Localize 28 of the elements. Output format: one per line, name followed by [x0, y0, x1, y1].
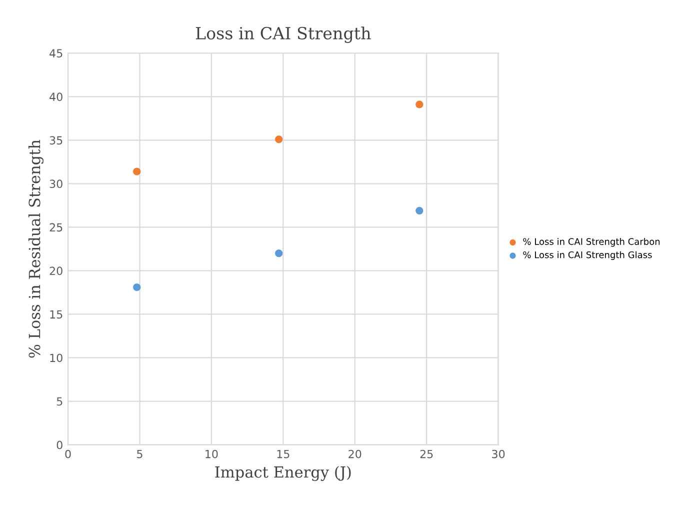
y-axis-title: % Loss in Residual Strength: [28, 140, 44, 358]
x-tick-label: 0: [65, 450, 71, 458]
y-tick-label: 20: [50, 266, 62, 276]
x-tick-label: 20: [348, 450, 362, 458]
legend-label: % Loss in CAI Strength Carbon: [523, 238, 660, 247]
x-tick-label: 10: [206, 450, 218, 458]
point: [416, 206, 424, 214]
point: [275, 250, 283, 258]
y-tick-label: 35: [50, 136, 62, 145]
y-tick-label: 5: [56, 397, 62, 406]
y-tick-label: 30: [50, 180, 62, 188]
y-tick-label: 10: [50, 354, 62, 362]
y-tick-label: 0: [56, 440, 62, 450]
x-tick-label: 15: [277, 450, 290, 458]
y-tick-label: 45: [50, 49, 62, 58]
point: [416, 100, 424, 108]
y-tick-label: 15: [50, 310, 62, 319]
legend-label: % Loss in CAI Strength Glass: [523, 251, 652, 260]
point: [275, 135, 283, 144]
y-tick-label: 25: [50, 223, 62, 232]
point: [133, 168, 141, 176]
x-tick-label: 5: [137, 450, 142, 458]
x-tick-label: 30: [492, 450, 505, 458]
chart-title: Loss in CAI Strength: [196, 26, 371, 43]
x-axis-title: Impact Energy (J): [215, 466, 351, 481]
x-tick-label: 25: [420, 450, 433, 458]
y-tick-label: 40: [50, 92, 62, 102]
point: [133, 283, 141, 292]
